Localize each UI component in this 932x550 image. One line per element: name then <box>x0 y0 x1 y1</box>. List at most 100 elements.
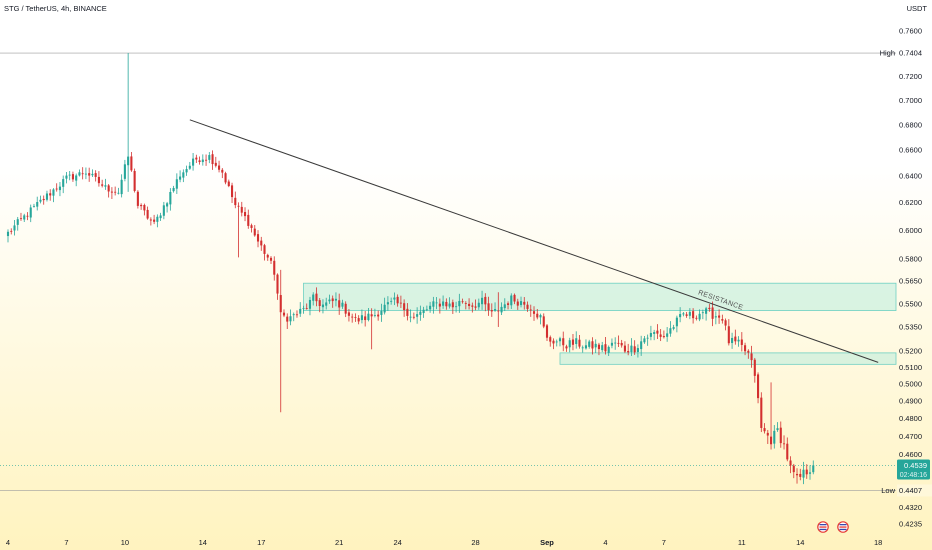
candle[interactable] <box>390 297 393 305</box>
candle[interactable] <box>192 153 195 171</box>
candle[interactable] <box>101 179 104 188</box>
candle[interactable] <box>185 165 188 176</box>
candle[interactable] <box>513 293 516 305</box>
candle[interactable] <box>769 382 773 450</box>
event-flags[interactable] <box>817 521 849 533</box>
candle[interactable] <box>672 324 675 331</box>
candle[interactable] <box>744 342 747 356</box>
candle[interactable] <box>312 292 315 306</box>
candle[interactable] <box>474 299 477 311</box>
candle[interactable] <box>461 298 464 304</box>
candle[interactable] <box>175 173 178 194</box>
candle[interactable] <box>779 421 782 448</box>
candle[interactable] <box>315 287 318 307</box>
candle[interactable] <box>351 313 354 323</box>
candle[interactable] <box>656 324 659 339</box>
candle[interactable] <box>435 297 438 310</box>
candle[interactable] <box>55 183 58 192</box>
candle[interactable] <box>156 214 159 228</box>
candle[interactable] <box>240 201 243 217</box>
candle[interactable] <box>451 299 454 314</box>
candle[interactable] <box>562 331 565 352</box>
candle[interactable] <box>276 273 279 300</box>
candle[interactable] <box>523 297 526 310</box>
candle[interactable] <box>539 313 542 325</box>
candle[interactable] <box>188 161 191 170</box>
candle[interactable] <box>32 203 36 208</box>
candle[interactable] <box>6 229 10 243</box>
candle[interactable] <box>396 294 399 307</box>
candle[interactable] <box>256 230 260 248</box>
candle[interactable] <box>698 309 701 322</box>
candle[interactable] <box>36 196 39 211</box>
candle[interactable] <box>110 187 113 199</box>
candle[interactable] <box>422 306 425 318</box>
candle[interactable] <box>763 423 766 434</box>
candle[interactable] <box>136 190 139 209</box>
candle[interactable] <box>127 53 130 192</box>
candle[interactable] <box>497 292 500 327</box>
candle[interactable] <box>120 174 123 198</box>
candle[interactable] <box>601 341 604 353</box>
candle[interactable] <box>757 372 760 404</box>
candle[interactable] <box>685 312 688 318</box>
candle[interactable] <box>292 312 295 322</box>
candle[interactable] <box>458 293 461 313</box>
candle[interactable] <box>782 435 786 450</box>
candle[interactable] <box>711 301 714 327</box>
candle[interactable] <box>26 212 29 221</box>
candle[interactable] <box>221 168 224 179</box>
candle[interactable] <box>610 338 613 349</box>
candle[interactable] <box>662 330 665 339</box>
candle[interactable] <box>425 305 428 312</box>
candle[interactable] <box>305 303 308 310</box>
candle[interactable] <box>789 456 792 474</box>
candle[interactable] <box>545 324 549 342</box>
candle[interactable] <box>416 307 419 324</box>
candle[interactable] <box>753 357 756 383</box>
candle[interactable] <box>45 190 49 202</box>
candle[interactable] <box>68 171 71 181</box>
candle[interactable] <box>10 228 13 235</box>
candle[interactable] <box>364 310 367 327</box>
candle[interactable] <box>604 337 607 355</box>
candle[interactable] <box>104 178 107 190</box>
candle[interactable] <box>487 296 490 316</box>
candle[interactable] <box>97 171 100 187</box>
candle[interactable] <box>594 339 597 354</box>
candle[interactable] <box>597 342 601 356</box>
candle[interactable] <box>94 170 97 182</box>
candle[interactable] <box>607 345 610 357</box>
candle[interactable] <box>468 298 471 310</box>
candle[interactable] <box>218 160 221 173</box>
candle[interactable] <box>123 159 126 182</box>
candle[interactable] <box>153 214 156 225</box>
candle[interactable] <box>149 217 152 226</box>
candle[interactable] <box>464 301 467 310</box>
candle[interactable] <box>227 179 230 188</box>
candle[interactable] <box>107 184 110 198</box>
candle[interactable] <box>575 331 578 349</box>
candle[interactable] <box>630 338 633 356</box>
candle[interactable] <box>646 334 649 346</box>
candle[interactable] <box>633 340 636 355</box>
candle[interactable] <box>429 301 432 313</box>
candle[interactable] <box>75 173 78 187</box>
candle[interactable] <box>81 167 84 180</box>
candle[interactable] <box>552 338 555 350</box>
candle[interactable] <box>393 292 396 306</box>
candle[interactable] <box>88 167 91 182</box>
candle[interactable] <box>380 303 383 322</box>
candle[interactable] <box>494 302 497 312</box>
candle[interactable] <box>571 333 575 351</box>
candle[interactable] <box>308 296 312 316</box>
candle[interactable] <box>367 308 370 322</box>
candle[interactable] <box>519 296 523 308</box>
candle[interactable] <box>341 299 344 309</box>
candle[interactable] <box>792 463 795 479</box>
candle[interactable] <box>325 297 328 310</box>
candle[interactable] <box>614 337 617 350</box>
candle[interactable] <box>529 304 532 317</box>
candle[interactable] <box>318 298 321 313</box>
candle[interactable] <box>808 465 812 480</box>
